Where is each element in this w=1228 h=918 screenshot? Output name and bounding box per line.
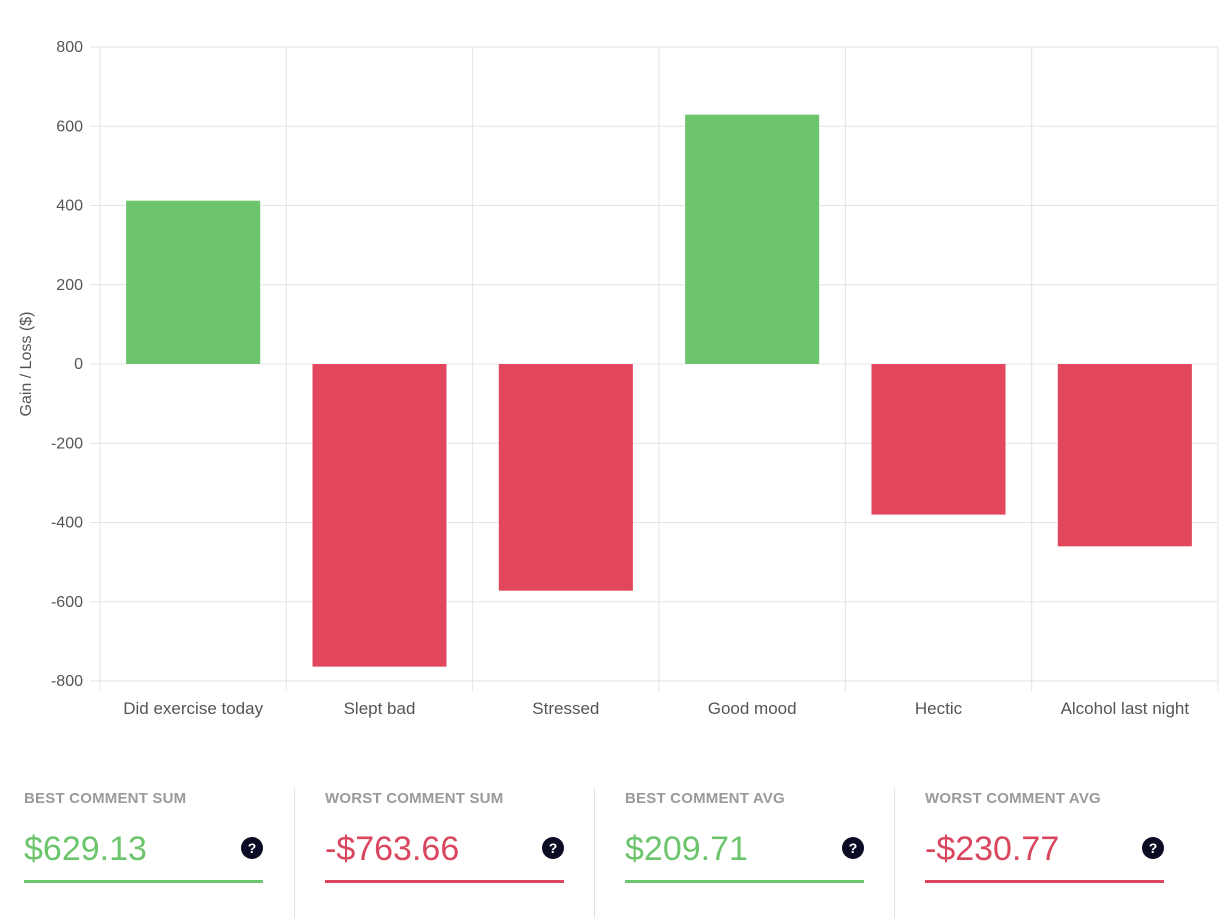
stat-best-comment-avg: BEST COMMENT AVG $209.71 ? [594,788,894,918]
y-tick-label: 0 [74,356,83,373]
stat-best-comment-sum: BEST COMMENT SUM $629.13 ? [0,760,300,902]
stat-value: -$763.66 [325,830,460,868]
help-icon[interactable]: ? [241,837,263,859]
stats-panel: BEST COMMENT SUM $629.13 ? WORST COMMENT… [0,760,1228,918]
stat-value: $629.13 [24,830,147,868]
x-tick-label: Did exercise today [123,699,263,718]
stat-worst-comment-sum: WORST COMMENT SUM -$763.66 ? [294,788,594,918]
y-tick-label: -800 [51,673,83,690]
y-tick-label: -400 [51,515,83,532]
stat-worst-comment-avg: WORST COMMENT AVG -$230.77 ? [894,788,1194,918]
y-tick-label: 600 [56,118,83,135]
bar-outline [871,364,1006,515]
x-tick-label: Slept bad [344,699,416,718]
bar-outline [498,364,633,591]
bar-good-mood[interactable] [684,114,820,365]
help-icon[interactable]: ? [542,837,564,859]
bar-outline [685,114,820,364]
stat-underline [925,880,1164,883]
chart-bars [125,114,1193,668]
gain-loss-bar-chart: 800 600 400 200 0 -200 -400 -600 -800 Did exerci… [18,39,1219,718]
stat-title: BEST COMMENT SUM [24,790,187,807]
bar-stressed[interactable] [498,363,634,592]
chart-grid [90,46,1219,691]
bar-hectic[interactable] [871,363,1006,516]
y-tick-label: -600 [51,594,83,611]
stat-title: WORST COMMENT SUM [325,790,504,807]
x-tick-label: Alcohol last night [1061,699,1190,718]
help-icon[interactable]: ? [842,837,864,859]
y-tick-label: 200 [56,277,83,294]
y-axis-tick-labels: 800 600 400 200 0 -200 -400 -600 -800 [51,39,83,690]
bar-outline [1057,364,1192,547]
x-tick-label: Hectic [915,699,963,718]
bar-outline [126,200,261,364]
y-axis-title: Gain / Loss ($) [18,312,35,417]
bar-did-exercise-today[interactable] [125,200,261,365]
stat-title: WORST COMMENT AVG [925,790,1101,807]
stat-value: -$230.77 [925,830,1060,868]
y-tick-label: -200 [51,435,83,452]
stat-underline [625,880,864,883]
x-tick-label: Good mood [708,699,797,718]
stat-underline [24,880,263,883]
stat-value: $209.71 [625,830,748,868]
x-tick-label: Stressed [532,699,599,718]
bar-slept-bad[interactable] [312,363,447,668]
y-tick-label: 800 [56,39,83,56]
bar-outline [312,364,447,667]
help-icon[interactable]: ? [1142,837,1164,859]
x-axis-tick-labels: Did exercise today Slept bad Stressed Good … [123,699,1189,718]
y-tick-label: 400 [56,198,83,215]
stat-title: BEST COMMENT AVG [625,790,785,807]
stat-underline [325,880,564,883]
bar-alcohol-last-night[interactable] [1057,363,1193,547]
